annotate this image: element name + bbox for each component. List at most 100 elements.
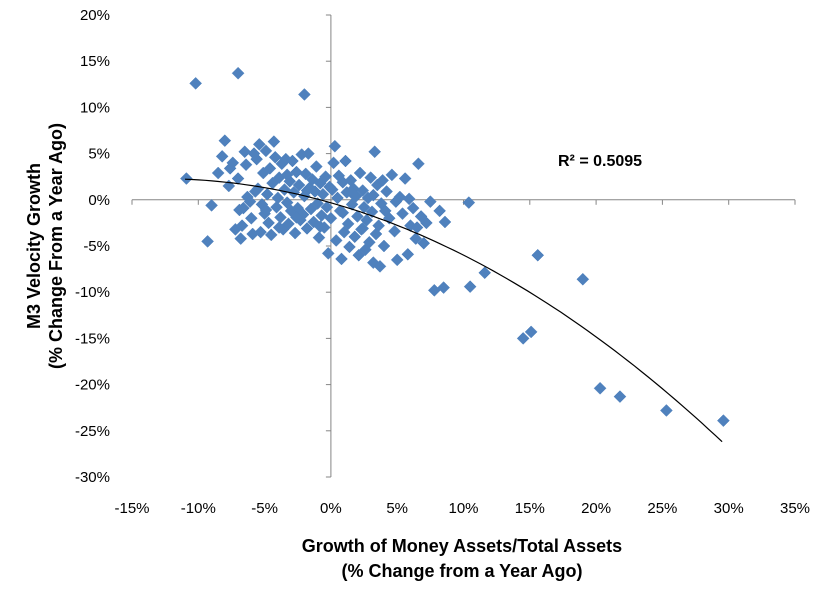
data-point (396, 207, 409, 221)
data-point (339, 154, 352, 168)
data-point (264, 228, 278, 242)
data-point (320, 200, 334, 214)
y-axis-title-line1: M3 Velocity Growth (24, 163, 44, 329)
data-point (409, 232, 423, 245)
data-point (268, 150, 282, 164)
data-point (420, 216, 433, 230)
data-point (388, 224, 401, 238)
data-point (377, 239, 391, 253)
data-point (288, 226, 302, 240)
data-point (300, 222, 314, 235)
y-tick-label: -30% (75, 469, 110, 486)
data-point (437, 281, 450, 294)
data-point (298, 88, 311, 101)
data-point (345, 186, 359, 200)
data-point (366, 188, 380, 202)
data-point (524, 325, 538, 339)
data-point (576, 272, 590, 286)
data-point (717, 414, 730, 427)
data-point (329, 234, 343, 247)
y-tick-label: 20% (80, 7, 110, 24)
data-point (398, 172, 412, 185)
x-tick-label: -5% (251, 500, 278, 517)
x-tick-label: 10% (448, 500, 478, 517)
data-point (292, 178, 306, 192)
data-point (244, 211, 258, 225)
data-point (423, 195, 437, 209)
data-point (263, 162, 277, 175)
data-point (246, 227, 260, 241)
data-point (309, 160, 323, 173)
data-point (189, 77, 203, 90)
data-point (378, 204, 392, 218)
y-tick-label: -10% (75, 284, 110, 301)
data-point (336, 206, 350, 220)
data-point (341, 217, 355, 231)
y-tick-label: -25% (75, 423, 110, 440)
data-point (390, 253, 404, 267)
data-point (412, 157, 425, 171)
data-point (201, 235, 214, 248)
data-point (660, 404, 673, 417)
data-point (613, 390, 627, 403)
data-point (260, 187, 274, 201)
y-tick-label: 0% (88, 192, 110, 209)
data-point (280, 168, 294, 182)
data-point (215, 150, 229, 163)
data-point (351, 210, 364, 223)
data-point (259, 203, 273, 217)
x-tick-label: -15% (114, 500, 149, 517)
r-squared-annotation: R² = 0.5095 (558, 153, 642, 170)
data-point (327, 156, 340, 170)
data-point (372, 219, 385, 233)
data-point (272, 221, 286, 234)
data-point (262, 216, 275, 230)
data-point (389, 195, 403, 209)
data-points (180, 66, 730, 427)
x-tick-label: -10% (181, 500, 216, 517)
y-tick-label: -20% (75, 377, 110, 394)
data-point (373, 259, 387, 273)
data-point (531, 248, 545, 262)
data-point (462, 196, 476, 209)
y-tick-label: -5% (83, 238, 110, 255)
data-point (321, 247, 335, 260)
data-point (343, 240, 356, 254)
data-point (335, 252, 348, 266)
x-tick-label: 5% (386, 500, 408, 517)
x-tick-label: 20% (581, 500, 611, 517)
data-point (290, 165, 303, 179)
data-point (328, 139, 342, 153)
data-point (290, 211, 303, 224)
x-tick-label: 0% (320, 500, 342, 517)
data-point (248, 185, 262, 198)
data-point (282, 217, 295, 231)
y-tick-label: 5% (88, 146, 110, 163)
data-point (478, 266, 492, 280)
data-point (259, 144, 273, 158)
data-point (286, 154, 299, 168)
x-tick-label: 35% (780, 500, 810, 517)
data-point (325, 183, 339, 196)
y-tick-label: -15% (75, 330, 110, 347)
data-point (324, 211, 338, 225)
data-point (231, 66, 245, 80)
data-point (205, 198, 218, 212)
data-point (331, 191, 344, 205)
data-point (364, 171, 378, 184)
y-tick-label: 10% (80, 99, 110, 116)
x-tick-label: 30% (714, 500, 744, 517)
data-point (237, 201, 250, 215)
data-point (234, 232, 248, 245)
trendline (184, 178, 723, 443)
data-point (239, 158, 253, 172)
data-point (235, 219, 249, 233)
data-point (385, 168, 399, 182)
data-point (218, 134, 232, 148)
data-point (417, 236, 431, 250)
data-point (231, 172, 245, 185)
x-tick-label: 15% (515, 500, 545, 517)
data-point (363, 235, 376, 249)
data-point (376, 174, 389, 187)
